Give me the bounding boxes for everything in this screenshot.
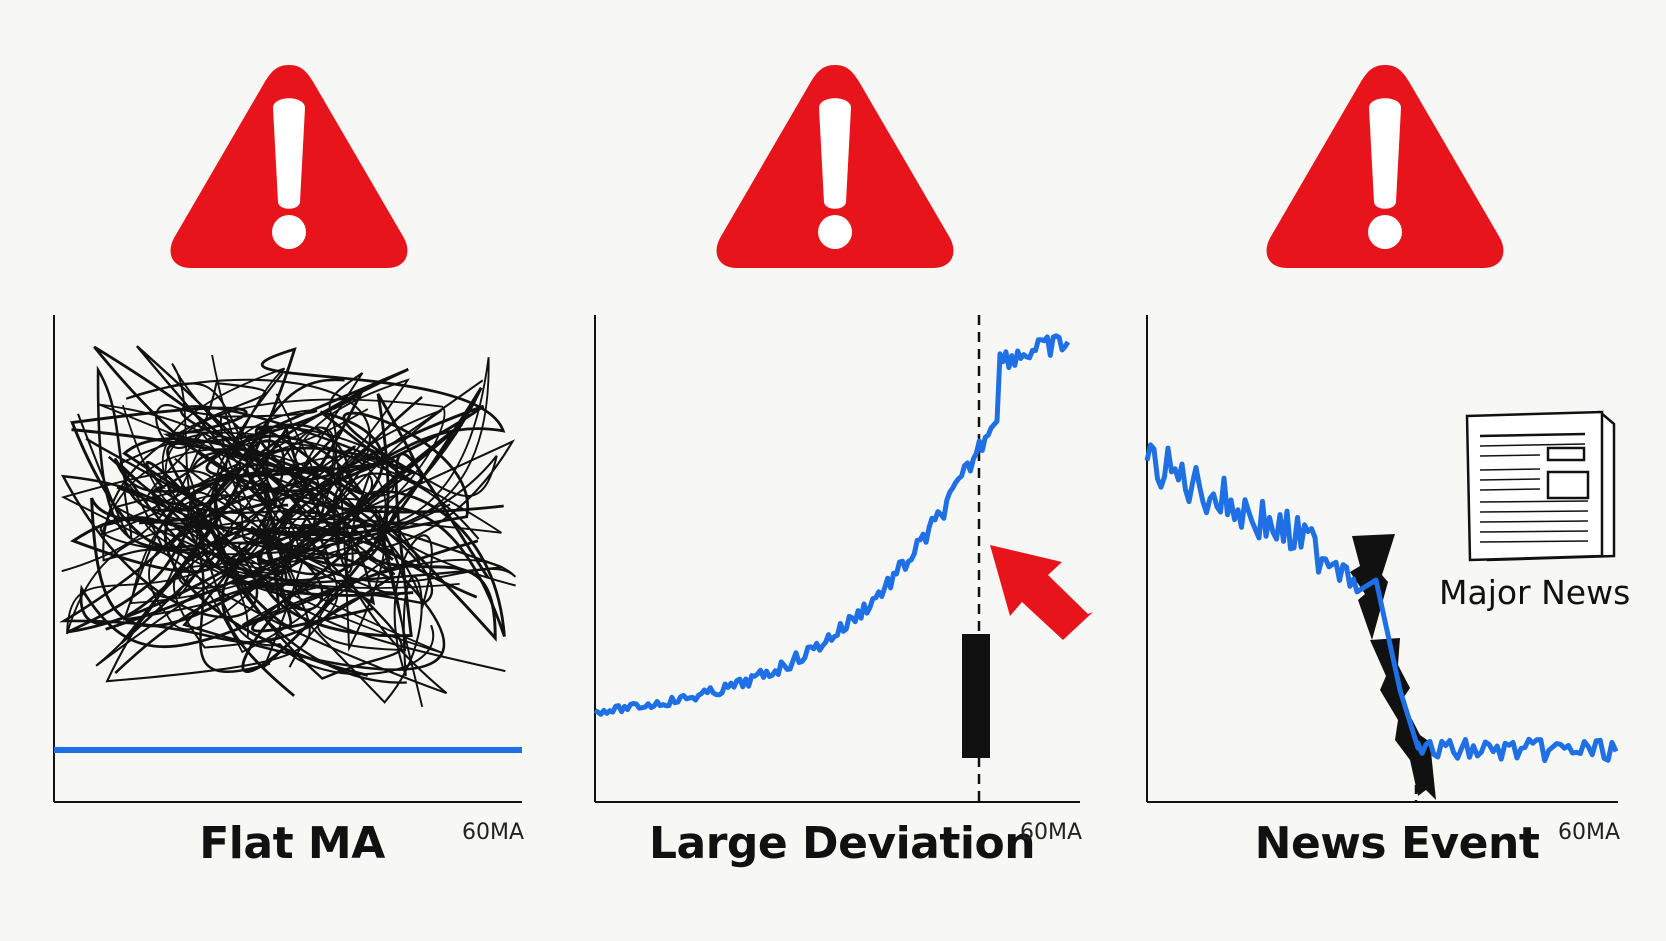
candlestick-icon — [962, 634, 990, 758]
warning-triangle-icon — [170, 65, 408, 268]
scribble-stroke — [105, 393, 423, 677]
newspaper-icon — [1465, 410, 1616, 562]
price-curve-news-drop — [1144, 442, 1619, 764]
panel-flat-ma-axes — [53, 315, 522, 803]
scribble-stroke — [66, 357, 490, 639]
ma-label: 60MA — [462, 820, 525, 845]
red-arrow-icon — [990, 545, 1093, 640]
panel-large-deviation-axes — [594, 315, 1080, 803]
scribble-stroke — [122, 367, 446, 654]
ma-label: 60MA — [1020, 820, 1083, 845]
lightning-crack-icon — [1350, 534, 1436, 800]
panel-title-large-deviation: Large Deviation — [648, 818, 1036, 869]
warning-triangle-icon — [716, 65, 954, 268]
scribble-stroke — [79, 345, 506, 697]
panel-title-news-event: News Event — [1254, 818, 1540, 869]
ma-label: 60MA — [1558, 820, 1621, 845]
panel-title-flat-ma: Flat MA — [199, 818, 385, 869]
warning-triangle-icon — [1266, 65, 1504, 268]
scribble-stroke — [60, 409, 386, 652]
price-curve-rising — [593, 333, 1071, 717]
scribble-stroke — [67, 367, 506, 637]
panel-news-event-axes — [1146, 315, 1618, 803]
major-news-label: Major News — [1439, 573, 1631, 612]
scribble-stroke — [125, 378, 373, 590]
scribble-stroke — [105, 426, 435, 683]
scribble-chaos-icon — [59, 345, 517, 708]
scribble-stroke — [102, 382, 480, 695]
